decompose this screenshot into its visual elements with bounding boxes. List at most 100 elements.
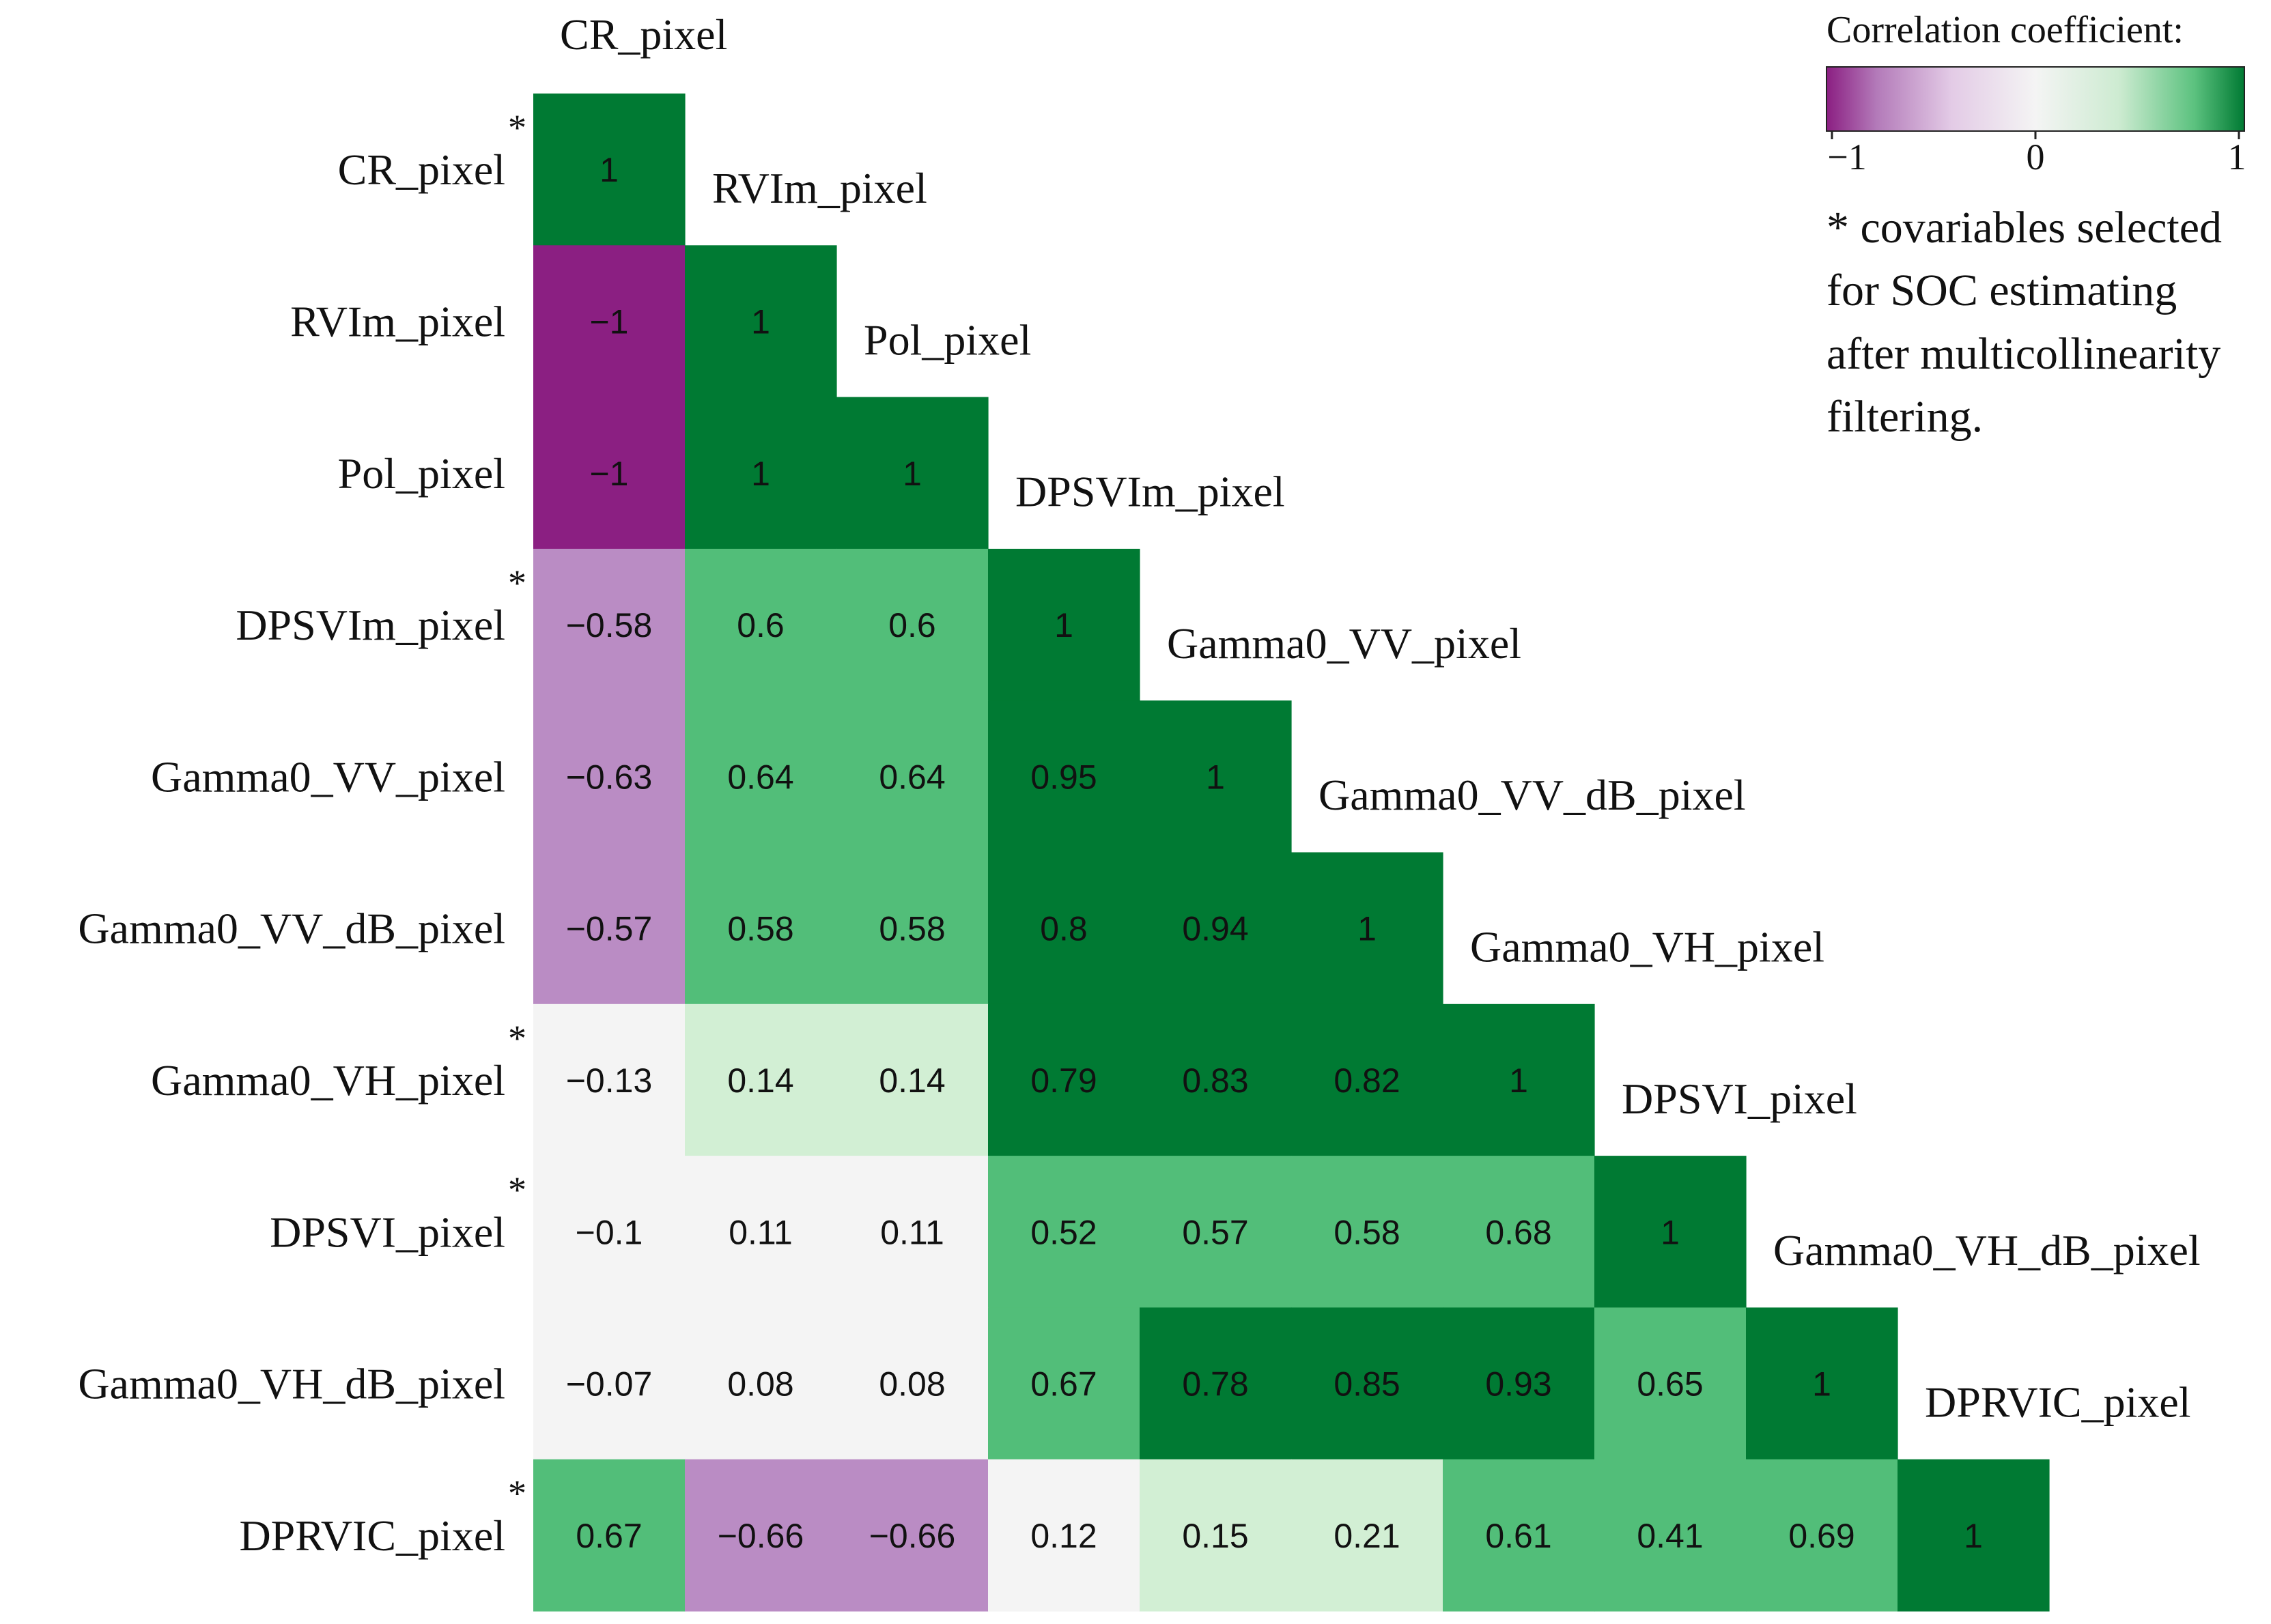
cell-value-6-2: 0.14: [879, 1062, 945, 1100]
legend-note-line-2: for SOC estimating: [1826, 266, 2177, 315]
column-label-pol-pixel: Pol_pixel: [864, 315, 1031, 364]
heatmap-cell-7-0: [533, 1156, 686, 1308]
cell-value-4-1: 0.64: [727, 758, 793, 796]
cell-value-5-0: −0.57: [566, 910, 653, 948]
cell-value-7-7: 1: [1661, 1213, 1680, 1251]
row-label-gamma0-vv-db-pixel: Gamma0_VV_dB_pixel: [78, 904, 505, 953]
heatmap-cell-8-3: [988, 1307, 1140, 1460]
cell-value-4-3: 0.95: [1030, 758, 1097, 796]
heatmap-cell-5-4: [1140, 852, 1292, 1005]
cell-value-8-2: 0.08: [879, 1365, 945, 1404]
cell-value-7-3: 0.52: [1030, 1213, 1097, 1251]
cell-value-2-1: 1: [751, 455, 770, 493]
cell-value-5-2: 0.58: [879, 910, 945, 948]
cell-value-8-4: 0.78: [1182, 1365, 1248, 1404]
cell-value-7-1: 0.11: [729, 1213, 793, 1251]
heatmap-cell-0-0: [533, 94, 686, 246]
heatmap-cell-6-2: [836, 1003, 989, 1156]
heatmap-cell-9-3: [988, 1459, 1140, 1612]
cell-value-6-5: 0.82: [1334, 1062, 1400, 1100]
heatmap-cell-2-0: [533, 397, 686, 550]
heatmap-cell-6-0: [533, 1003, 686, 1156]
row-label-rvim-pixel: RVIm_pixel: [290, 297, 505, 345]
heatmap-cell-3-1: [685, 548, 837, 701]
heatmap-cell-5-5: [1291, 852, 1443, 1005]
legend-tick-mid: 0: [2027, 137, 2045, 177]
heatmap-cell-4-1: [685, 700, 837, 853]
cell-value-4-0: −0.63: [566, 758, 653, 796]
row-label-gamma0-vh-pixel: Gamma0_VH_pixel: [151, 1056, 505, 1105]
cell-value-7-6: 0.68: [1485, 1213, 1551, 1251]
heatmap-cell-6-1: [685, 1003, 837, 1156]
selection-markers: * * * * *: [508, 107, 526, 1514]
heatmap-cell-9-6: [1443, 1459, 1595, 1612]
cell-value-8-7: 0.65: [1637, 1365, 1703, 1404]
heatmap-cell-7-5: [1291, 1156, 1443, 1308]
heatmap-cell-9-4: [1140, 1459, 1292, 1612]
heatmap-cell-1-1: [685, 245, 837, 398]
column-label-rvim-pixel: RVIm_pixel: [712, 164, 927, 212]
heatmap-cell-8-8: [1746, 1307, 1898, 1460]
heatmap-cell-9-2: [836, 1459, 989, 1612]
column-label-gamma0-vv-pixel: Gamma0_VV_pixel: [1167, 619, 1521, 668]
heatmap-cell-7-2: [836, 1156, 989, 1308]
legend-tick-low: −1: [1827, 137, 1866, 177]
cell-value-labels: 1−1 1−1 1 1−0.58 0.6 0.6 1−0.63 0.64 0.64 0.95 1−0…: [566, 151, 1983, 1555]
row-label-cr-pixel: CR_pixel: [338, 145, 505, 194]
heatmap-cell-9-8: [1746, 1459, 1898, 1612]
cell-value-8-6: 0.93: [1485, 1365, 1551, 1404]
heatmap-cell-9-1: [685, 1459, 837, 1612]
cell-value-6-1: 0.14: [727, 1062, 793, 1100]
cell-value-3-1: 0.6: [737, 606, 785, 644]
legend-note-line-4: filtering.: [1826, 392, 1983, 442]
row-labels: CR_pixel RVIm_pixel Pol_pixel DPSVIm_pixel G…: [78, 145, 505, 1560]
row-label-dprvic-pixel: DPRVIC_pixel: [239, 1511, 505, 1560]
column-label-gamma0-vv-db-pixel: Gamma0_VV_dB_pixel: [1318, 771, 1746, 819]
cell-value-8-5: 0.85: [1334, 1365, 1400, 1404]
selected-marker-dpsvim-pixel: *: [508, 562, 526, 603]
cell-value-9-5: 0.21: [1334, 1517, 1400, 1555]
heatmap-cell-3-2: [836, 548, 989, 701]
heatmap-cell-6-4: [1140, 1003, 1292, 1156]
heatmap-cell-5-1: [685, 852, 837, 1005]
cell-value-6-0: −0.13: [566, 1062, 653, 1100]
heatmap-cell-6-3: [988, 1003, 1140, 1156]
column-label-dpsvi-pixel: DPSVI_pixel: [1622, 1074, 1857, 1123]
heatmap-cell-4-4: [1140, 700, 1292, 853]
heatmap-cell-4-0: [533, 700, 686, 853]
cell-value-9-0: 0.67: [576, 1517, 642, 1555]
column-label-cr-pixel: CR_pixel: [560, 10, 727, 59]
color-legend: Correlation coefficient: −1 0 1 * covari…: [1826, 9, 2246, 442]
legend-title: Correlation coefficient:: [1826, 9, 2184, 51]
cell-value-3-0: −0.58: [566, 606, 653, 644]
heatmap-cells: [533, 94, 2050, 1612]
heatmap-cell-4-2: [836, 700, 989, 853]
row-label-pol-pixel: Pol_pixel: [338, 449, 505, 498]
heatmap-cell-8-7: [1594, 1307, 1747, 1460]
selected-marker-cr-pixel: *: [508, 107, 526, 148]
heatmap-cell-8-6: [1443, 1307, 1595, 1460]
heatmap-cell-2-1: [685, 397, 837, 550]
heatmap-cell-8-2: [836, 1307, 989, 1460]
heatmap-cell-5-0: [533, 852, 686, 1005]
heatmap-cell-8-5: [1291, 1307, 1443, 1460]
legend-tick-high: 1: [2228, 137, 2246, 177]
heatmap-cell-7-4: [1140, 1156, 1292, 1308]
heatmap-cell-3-0: [533, 548, 686, 701]
cell-value-7-2: 0.11: [880, 1213, 944, 1251]
legend-note-line-3: after multicollinearity: [1826, 329, 2220, 379]
heatmap-cell-5-3: [988, 852, 1140, 1005]
cell-value-9-9: 1: [1964, 1517, 1983, 1555]
column-label-dpsvim-pixel: DPSVIm_pixel: [1015, 468, 1285, 516]
cell-value-8-3: 0.67: [1030, 1365, 1097, 1404]
selected-marker-gamma0-vh-pixel: *: [508, 1018, 526, 1059]
heatmap-cell-8-4: [1140, 1307, 1292, 1460]
heatmap-cell-1-0: [533, 245, 686, 398]
cell-value-9-7: 0.41: [1637, 1517, 1703, 1555]
cell-value-5-3: 0.8: [1040, 910, 1088, 948]
cell-value-2-2: 1: [903, 455, 922, 493]
cell-value-9-8: 0.69: [1788, 1517, 1854, 1555]
column-labels: CR_pixel RVIm_pixel Pol_pixel DPSVIm_pixel G…: [560, 10, 2201, 1426]
heatmap-cell-7-1: [685, 1156, 837, 1308]
